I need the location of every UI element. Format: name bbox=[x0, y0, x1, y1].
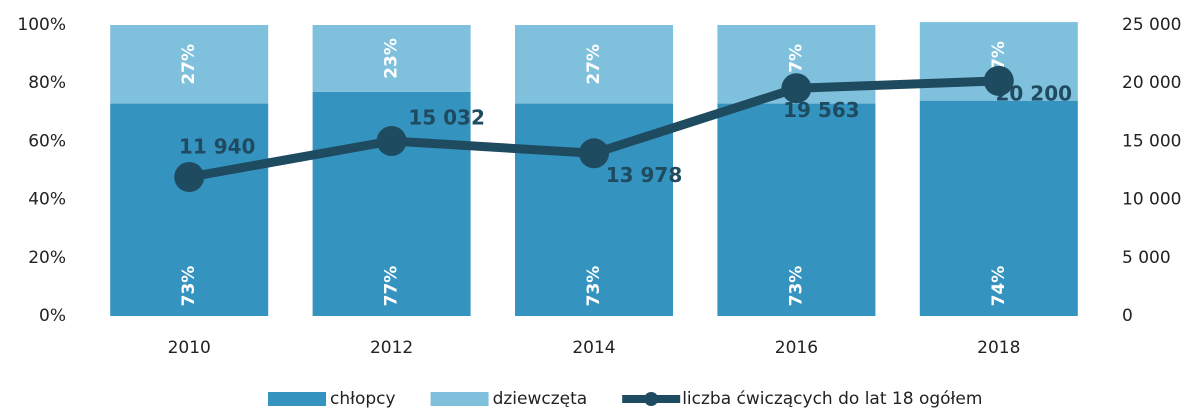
bar-label: 73% bbox=[584, 266, 604, 307]
legend-item: liczba ćwiczących do lat 18 ogółem bbox=[622, 389, 982, 409]
legend-label: chłopcy bbox=[330, 389, 396, 409]
line-marker bbox=[983, 65, 1014, 96]
y-tick-label: 40% bbox=[28, 190, 66, 210]
bar bbox=[919, 100, 1078, 316]
bar bbox=[515, 25, 673, 104]
legend-swatch bbox=[430, 392, 489, 406]
y2-tick-label: 25 000 bbox=[1122, 15, 1181, 35]
y2-tick-label: 15 000 bbox=[1122, 131, 1181, 151]
bar-label: 27% bbox=[584, 44, 604, 85]
line-label: 20 200 bbox=[996, 81, 1073, 105]
y-tick-label: 60% bbox=[28, 131, 66, 151]
x-tick-label: 2018 bbox=[977, 338, 1020, 358]
y-tick-label: 0% bbox=[39, 306, 66, 326]
x-tick-label: 2012 bbox=[370, 338, 413, 358]
bar bbox=[110, 103, 269, 316]
legend-swatch bbox=[268, 392, 326, 406]
x-tick-label: 2016 bbox=[775, 338, 818, 358]
legend-item: chłopcy bbox=[268, 389, 396, 409]
line-label: 15 032 bbox=[408, 106, 485, 130]
y-tick-label: 80% bbox=[28, 73, 66, 93]
bar-label: 23% bbox=[382, 38, 402, 79]
legend-label: dziewczęta bbox=[493, 389, 588, 409]
legend-label: liczba ćwiczących do lat 18 ogółem bbox=[682, 389, 982, 409]
bar bbox=[312, 25, 471, 92]
x-tick-label: 2010 bbox=[168, 338, 211, 358]
bar-label: 27% bbox=[179, 44, 199, 85]
line-label: 19 563 bbox=[783, 98, 860, 122]
line-label: 13 978 bbox=[606, 163, 683, 187]
bar-label: 73% bbox=[786, 266, 806, 307]
line-marker bbox=[781, 73, 812, 104]
x-tick-label: 2014 bbox=[572, 338, 615, 358]
line-marker bbox=[174, 162, 205, 193]
bar-label: 74% bbox=[989, 266, 1009, 307]
y2-tick-label: 0 bbox=[1122, 306, 1133, 326]
bar bbox=[110, 25, 269, 104]
bar-label: 77% bbox=[382, 266, 402, 307]
y2-tick-label: 10 000 bbox=[1122, 190, 1181, 210]
line-marker bbox=[579, 138, 609, 169]
legend-item: dziewczęta bbox=[430, 389, 588, 409]
bar-label: 73% bbox=[179, 266, 199, 307]
y-tick-label: 20% bbox=[28, 248, 66, 268]
line-marker bbox=[376, 126, 407, 157]
legend-swatch bbox=[644, 392, 659, 406]
line-label: 11 940 bbox=[179, 135, 256, 159]
y2-tick-label: 20 000 bbox=[1122, 73, 1181, 93]
bar bbox=[717, 103, 876, 316]
y2-tick-label: 5 000 bbox=[1122, 248, 1171, 268]
y-tick-label: 100% bbox=[17, 15, 66, 35]
